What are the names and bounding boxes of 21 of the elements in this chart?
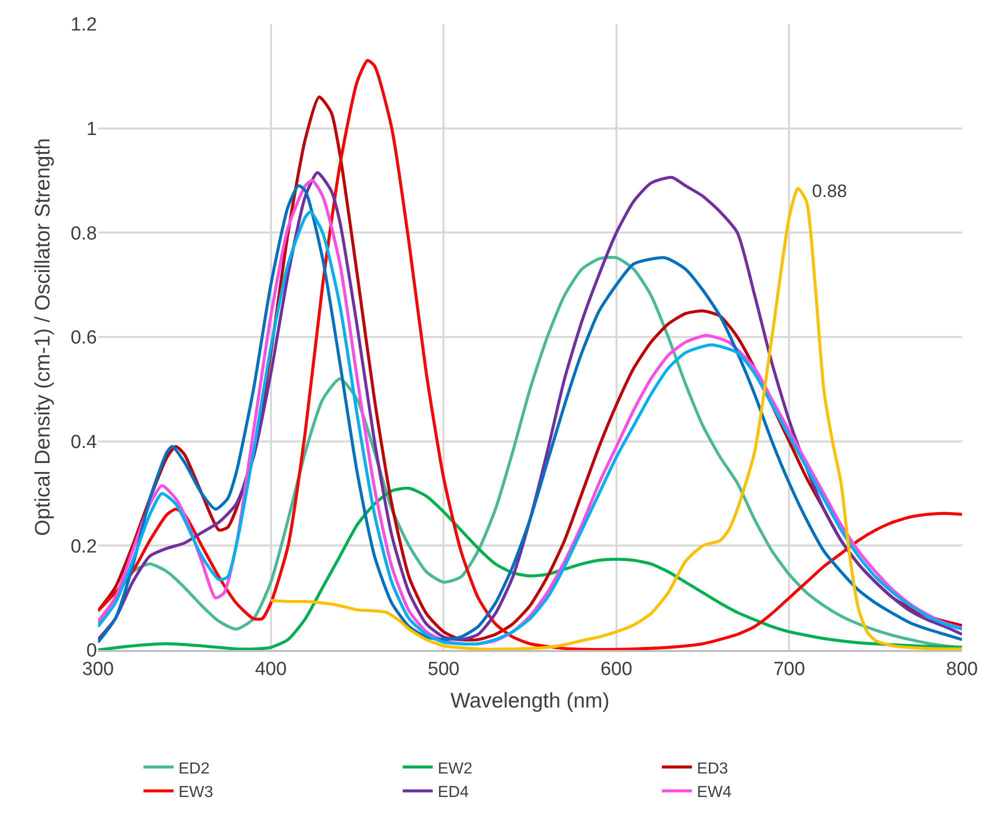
x-tick-label: 700 <box>773 658 806 680</box>
y-tick-label: 0.2 <box>70 536 97 558</box>
x-tick-label: 500 <box>428 658 460 680</box>
x-tick-label: 800 <box>946 658 978 680</box>
legend-label: EW4 <box>696 784 732 802</box>
legend-label: ED2 <box>178 760 210 778</box>
y-tick-label: 0.6 <box>70 328 97 349</box>
line-series <box>98 486 962 650</box>
y-tick-label: 1 <box>86 118 97 140</box>
y-tick-label: 1.2 <box>70 14 97 36</box>
y-tick-label: 0.4 <box>70 432 98 453</box>
x-tick-label: 400 <box>254 658 287 680</box>
y-axis-title: Optical Density (cm-1) / Oscillator Strength <box>32 138 55 536</box>
legend-label: ED3 <box>696 760 728 778</box>
annotation: 0.88 <box>812 181 848 201</box>
legend-label: EW3 <box>178 784 214 802</box>
x-tick-label: 600 <box>600 658 632 680</box>
x-axis-title: Wavelength (nm) <box>450 690 610 712</box>
legend-label: EW2 <box>438 760 472 778</box>
y-tick-label: 0.8 <box>70 223 97 244</box>
legend-label: ED4 <box>438 784 469 802</box>
